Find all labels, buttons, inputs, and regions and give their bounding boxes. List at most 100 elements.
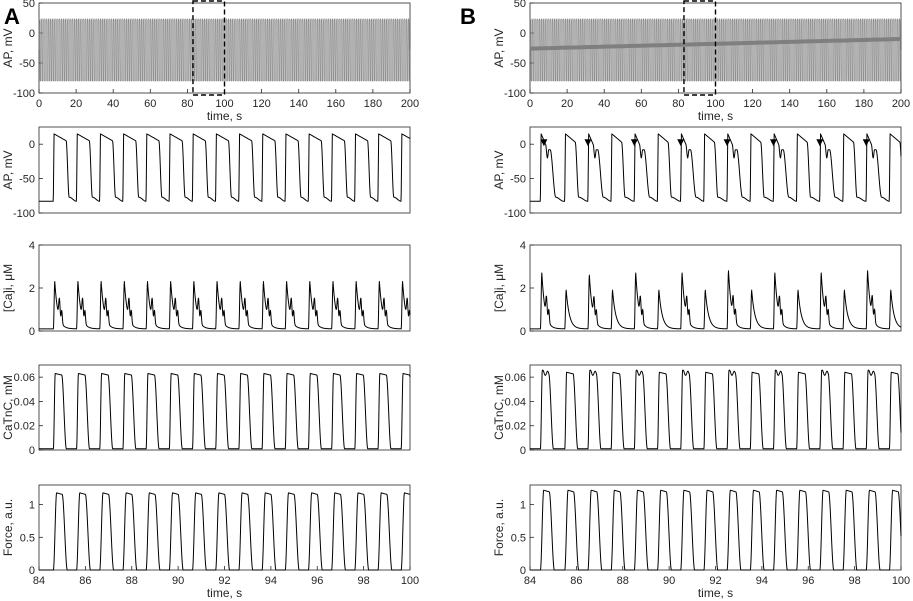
panel-a-force-xtick-label: 84 (33, 575, 45, 587)
panel-a-force-xtick-label: 94 (265, 575, 277, 587)
panel-b-force-xtick-label: 92 (709, 575, 721, 587)
panel-a-force-xtick-label: 98 (358, 575, 370, 587)
panel-a-overview-xtick-label: 160 (327, 98, 345, 110)
panel-letter-b: B (460, 4, 476, 29)
panel-a-overview-axes: -100 -50 0 50 0 20 40 60 80 100 120 140 160 180 200 tim… (1, 0, 419, 123)
panel-a-catnc-ytick-label: 0.04 (14, 396, 35, 408)
panel-b-force-xtick-label: 84 (524, 575, 536, 587)
panel-b-ap-frame (529, 126, 902, 214)
panel-a-overview-xtick-label: 0 (36, 98, 42, 110)
panel-a-catnc-ytick-label: 0 (29, 445, 35, 457)
panel-b-overview-xtick-label: 60 (635, 98, 647, 110)
panel-a-force-ytick-label: 0.5 (20, 532, 35, 544)
panel-a-ap-frame (38, 126, 411, 214)
panel-b-overview-xtick-label: 160 (818, 98, 836, 110)
panel-a-overview-ytick-label: 0 (29, 28, 35, 40)
panel-b-force-ytick-label: 0 (520, 565, 526, 577)
panel-b-ap-ytick-label: 0 (520, 139, 526, 151)
panel-a-ca-ytick-label: 2 (29, 283, 35, 295)
panel-a-force-xtick-label: 96 (311, 575, 323, 587)
panel-a-catnc-ytick-label: 0.06 (14, 372, 35, 384)
panel-a-force-xtick-label: 90 (172, 575, 184, 587)
panel-b-force-series-line (529, 489, 902, 571)
panel-b-catnc-ytick-label: 0 (520, 445, 526, 457)
panel-b-force-xtick-label: 90 (663, 575, 675, 587)
panel-b-ca-ytick-label: 0 (520, 326, 526, 338)
panel-b-ap-ead-marker (540, 139, 548, 147)
panel-a-overview-xtick-label: 80 (181, 98, 193, 110)
panel-a-ap-ylabel: AP, mV (1, 150, 15, 189)
panel-a-overview-ytick-label: -50 (19, 58, 35, 70)
panel-a-ap-series-line (38, 133, 411, 202)
panel-b-overview-xtick-label: 0 (527, 98, 533, 110)
panel-b-force-xtick-label: 86 (570, 575, 582, 587)
panel-b-ca-axes: 0 2 4 [Ca]i, μM (492, 240, 902, 338)
panel-b-ap-ytick-label: -100 (504, 208, 526, 220)
panel-b-overview-ytick-label: -100 (504, 88, 526, 100)
panel-a-ap-ytick-label: -100 (13, 208, 35, 220)
panel-a-overview-xtick-label: 180 (364, 98, 382, 110)
panel-b-ap-ead-marker (630, 139, 638, 147)
panel-a-ca-ylabel: [Ca]i, μM (1, 264, 15, 312)
panel-b-force-xlabel: time, s (698, 586, 733, 600)
panel-a-catnc-ytick-label: 0.02 (14, 421, 35, 433)
panel-b-overview-xtick-label: 140 (781, 98, 799, 110)
panel-a-force-ytick-label: 0 (29, 565, 35, 577)
panel-b-force-ylabel: Force, a.u. (492, 499, 506, 556)
panel-b-force-xtick-label: 98 (849, 575, 861, 587)
panel-a-overview-xtick-label: 120 (252, 98, 270, 110)
panel-b-ap-ead-marker (677, 139, 685, 147)
panel-a-force-xtick-label: 86 (79, 575, 91, 587)
panel-b-ap-ead-marker (723, 139, 731, 147)
panel-a-force-xtick-label: 100 (401, 575, 419, 587)
panel-a-ca-ytick-label: 0 (29, 326, 35, 338)
panel-b-overview-ytick-label: 50 (514, 0, 526, 10)
panel-a-overview-xtick-label: 200 (401, 98, 419, 110)
panel-a-overview-xtick-label: 140 (290, 98, 308, 110)
panel-b-overview-xtick-label: 120 (743, 98, 761, 110)
panel-a-overview-ytick-label: -100 (13, 88, 35, 100)
panel-b-overview-xtick-label: 180 (855, 98, 873, 110)
panel-b-overview-axes: -100 -50 0 50 0 20 40 60 80 100 120 140 160 180 200 tim… (492, 0, 910, 123)
panel-b-overview-xtick-label: 20 (561, 98, 573, 110)
panel-b-ap-ylabel: AP, mV (492, 150, 506, 189)
panel-a-ap-ytick-label: 0 (29, 139, 35, 151)
panel-b-force-ytick-label: 1 (520, 500, 526, 512)
panel-a-ca-ytick-label: 4 (29, 240, 35, 252)
panel-a-overview-xtick-label: 60 (144, 98, 156, 110)
panel-a-force-axes: 0 0.5 1 84 86 88 90 92 94 96 98 100 time, s Force, a.… (1, 484, 419, 600)
panel-b-overview-ytick-label: -50 (510, 58, 526, 70)
panel-b-overview-xlabel: time, s (698, 109, 733, 123)
panel-a-ap-ytick-label: -50 (19, 174, 35, 186)
panel-b-overview-xtick-label: 40 (598, 98, 610, 110)
panel-b-catnc-ytick-label: 0.02 (505, 421, 526, 433)
panel-b-ap-ead-marker (862, 139, 870, 147)
panel-a-force-series-line (38, 492, 411, 571)
panel-b-ap-ead-marker (816, 139, 824, 147)
panel-b-ap-ead-marker (769, 139, 777, 147)
panel-a-overview-ylabel: AP, mV (1, 28, 15, 67)
panel-b-ca-series-line (529, 270, 902, 330)
panel-b-catnc-ytick-label: 0.04 (505, 396, 526, 408)
panel-a-force-frame (38, 484, 411, 571)
panel-b-catnc-ylabel: CaTnC, mM (492, 375, 506, 440)
panel-b-force-ytick-label: 0.5 (511, 532, 526, 544)
panel-b-overview-zoom-window (683, 0, 717, 96)
panel-a-overview-xtick-label: 40 (107, 98, 119, 110)
panel-b-force-xtick-label: 88 (617, 575, 629, 587)
panel-a-ca-series-line (38, 281, 411, 330)
panel-b-catnc-series-line (529, 369, 902, 450)
panel-b-catnc-ytick-label: 0.06 (505, 372, 526, 384)
panel-b-ca-ytick-label: 2 (520, 283, 526, 295)
panel-b-catnc-frame (529, 364, 902, 451)
panel-b-force-xtick-label: 100 (892, 575, 910, 587)
panel-b-force-xtick-label: 94 (756, 575, 768, 587)
panel-a-force-xlabel: time, s (207, 586, 242, 600)
panel-a-force-ylabel: Force, a.u. (1, 499, 15, 556)
panel-b-overview-ylabel: AP, mV (492, 28, 506, 67)
panel-a-catnc-frame (38, 364, 411, 451)
panel-a-force-ytick-label: 1 (29, 500, 35, 512)
